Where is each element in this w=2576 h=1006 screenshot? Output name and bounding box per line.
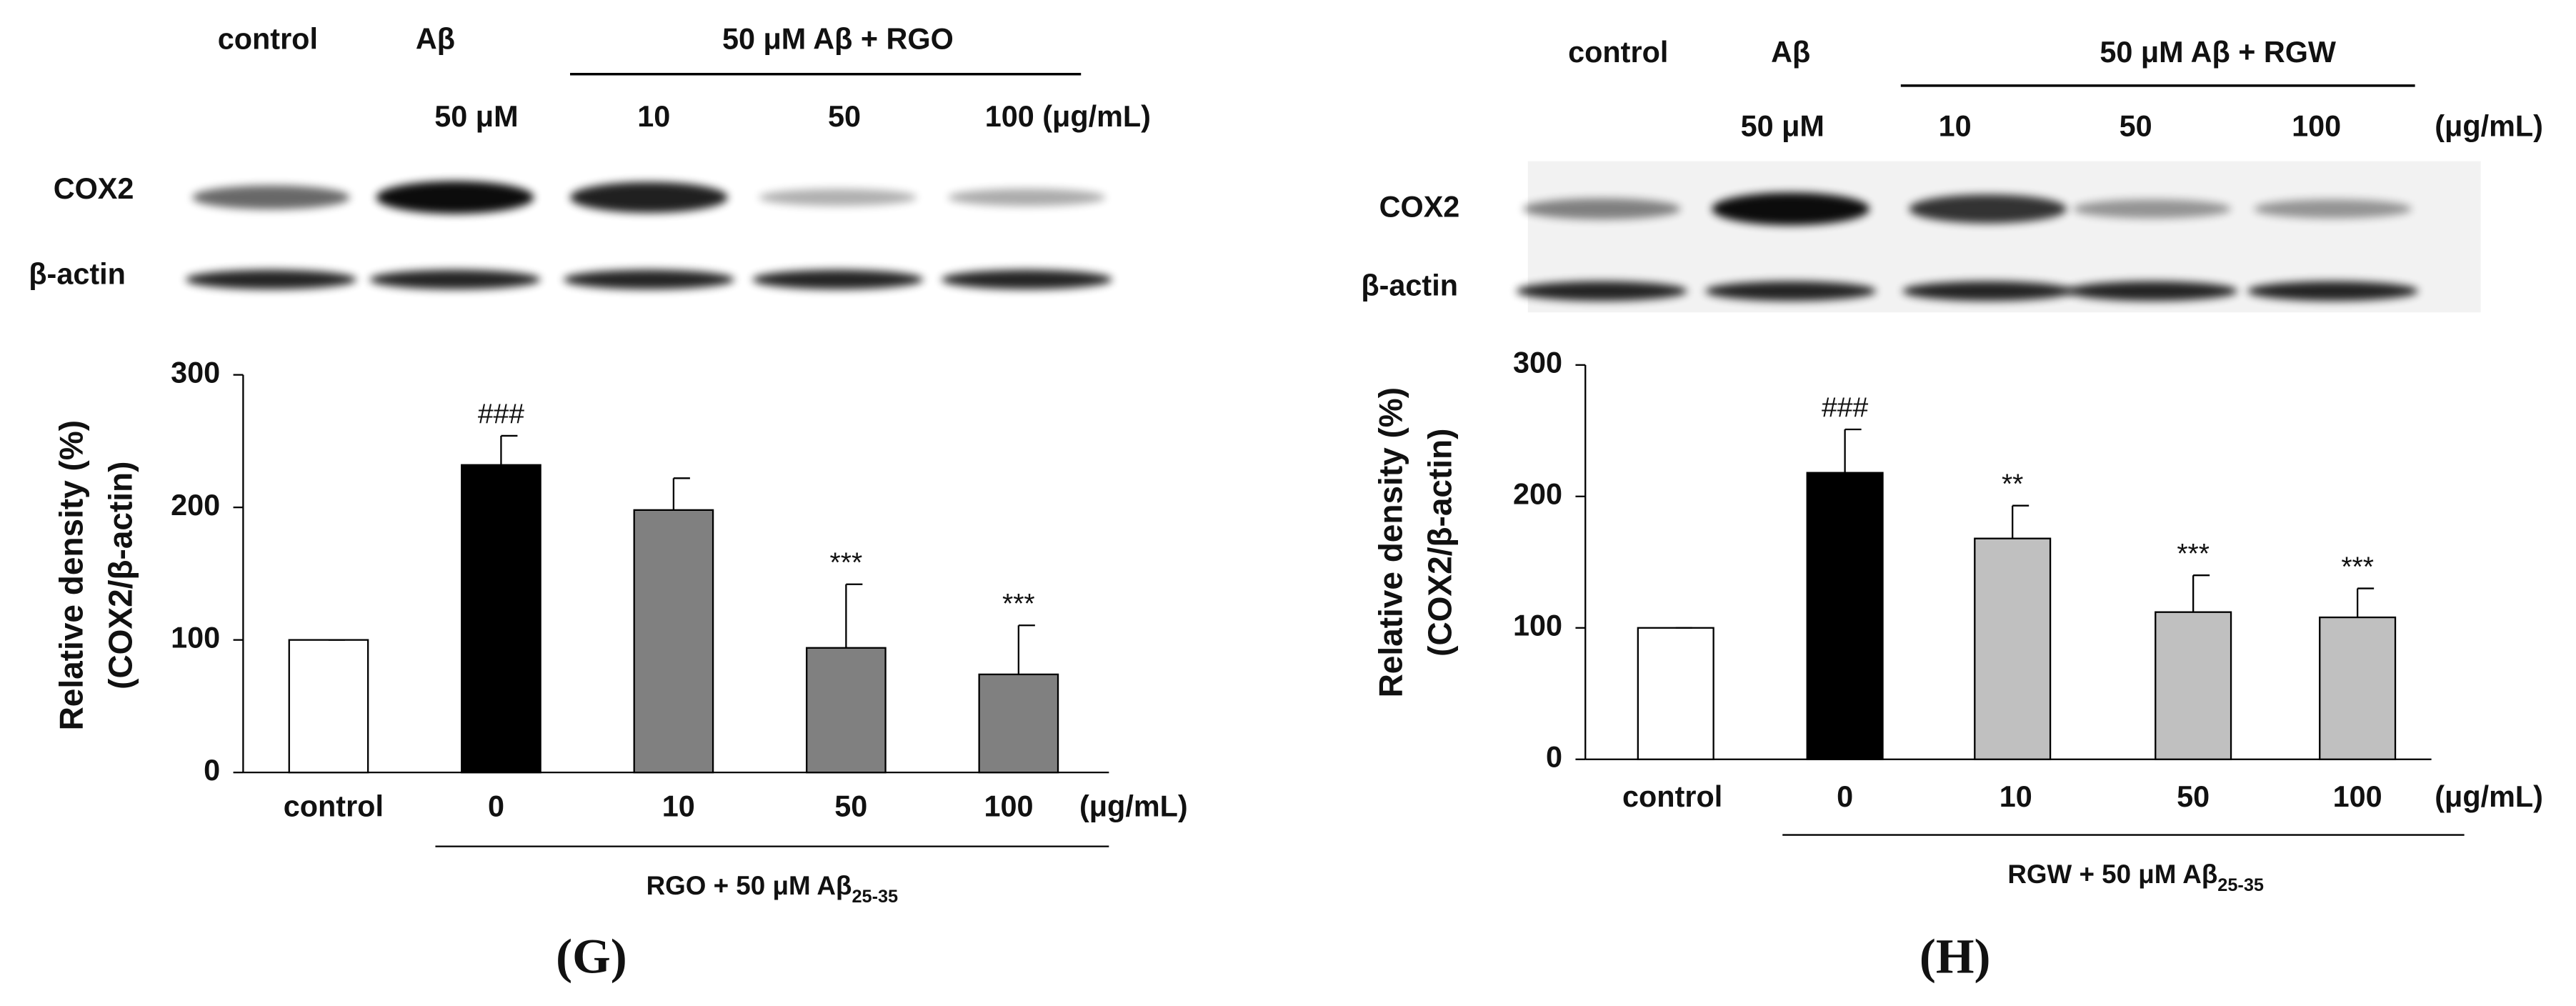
actin-band xyxy=(2247,281,2419,302)
actin-band xyxy=(185,269,357,290)
dose-label: 50 μM xyxy=(434,100,518,133)
bar xyxy=(288,639,369,774)
y-tick-label: 200 xyxy=(171,489,220,522)
y-tick-label: 0 xyxy=(204,754,220,787)
y-axis-label: Relative density (%) xyxy=(53,420,90,730)
x-tick-label: 10 xyxy=(2000,780,2032,813)
panel-label: (H) xyxy=(1919,929,1991,983)
row-label: COX2 xyxy=(1379,190,1460,223)
lane-label: control xyxy=(218,23,318,56)
dose-label: 10 xyxy=(637,100,670,133)
bar xyxy=(1637,627,1714,760)
x-tick-label: 50 xyxy=(2177,780,2210,813)
x-tick-label: 50 xyxy=(834,790,867,823)
dose-label: 10 xyxy=(1939,110,1972,143)
y-tick-label: 100 xyxy=(1513,609,1562,642)
x-group-main: RGO + 50 μM Aβ xyxy=(647,871,852,900)
x-group-label: RGO + 50 μM Aβ25-35 xyxy=(647,871,899,907)
cox2-band xyxy=(570,181,728,213)
actin-band xyxy=(1902,281,2074,302)
x-unit: (μg/mL) xyxy=(2435,780,2543,813)
x-group-label: RGW + 50 μM Aβ25-35 xyxy=(2007,860,2264,895)
actin-band xyxy=(563,269,734,290)
row-label: β-actin xyxy=(1361,269,1458,302)
y-tick-label: 0 xyxy=(1546,741,1562,774)
y-axis-label: (COX2/β-actin) xyxy=(102,462,139,689)
actin-band xyxy=(1705,281,1877,302)
lane-label: control xyxy=(1568,36,1668,69)
cox2-band xyxy=(759,189,917,206)
dose-label: 50 xyxy=(2120,110,2152,143)
actin-band xyxy=(2067,281,2238,302)
significance: ### xyxy=(1822,393,1868,424)
cox2-band xyxy=(1522,198,1681,220)
actin-band xyxy=(941,269,1112,290)
cox2-band xyxy=(2254,199,2412,219)
x-tick-label: 0 xyxy=(1837,780,1853,813)
x-group-subscript: 25-35 xyxy=(852,887,898,907)
lane-label: Aβ xyxy=(416,23,455,56)
dose-label: 50 xyxy=(828,100,861,133)
significance: *** xyxy=(1002,589,1035,619)
x-group-subscript: 25-35 xyxy=(2217,875,2264,895)
bar xyxy=(633,509,714,774)
bar xyxy=(806,647,887,774)
dose-label: 100 xyxy=(2292,110,2341,143)
x-tick-label: 10 xyxy=(662,790,695,823)
significance: ### xyxy=(478,399,524,430)
y-tick-label: 100 xyxy=(171,622,220,654)
dose-label: (μg/mL) xyxy=(2435,110,2543,143)
x-tick-label: control xyxy=(284,790,384,823)
actin-band xyxy=(752,269,924,290)
bar xyxy=(1806,472,1884,760)
bar xyxy=(461,464,541,774)
panel-label: (G) xyxy=(556,929,627,983)
bar xyxy=(2319,616,2397,760)
actin-band xyxy=(369,269,541,290)
cox2-band xyxy=(1909,194,2067,224)
group-label: 50 μM Aβ + RGO xyxy=(722,23,954,56)
x-tick-label: 0 xyxy=(488,790,504,823)
actin-band xyxy=(1516,281,1687,302)
x-tick-label: 100 xyxy=(984,790,1034,823)
bar xyxy=(1974,537,2052,760)
bar xyxy=(2155,611,2232,760)
y-axis-label: (COX2/β-actin) xyxy=(1421,429,1458,657)
row-label: COX2 xyxy=(54,172,134,205)
cox2-band xyxy=(376,181,534,214)
significance: *** xyxy=(2341,552,2374,582)
group-label: 50 μM Aβ + RGW xyxy=(2100,36,2337,69)
y-axis-label: Relative density (%) xyxy=(1372,387,1409,697)
dose-label: 50 μM xyxy=(1741,110,1824,143)
dose-label: 100 (μg/mL) xyxy=(985,100,1151,133)
x-unit: (μg/mL) xyxy=(1079,790,1188,823)
cox2-band xyxy=(1712,192,1870,226)
cox2-band xyxy=(2073,199,2232,219)
x-tick-label: 100 xyxy=(2333,780,2382,813)
bar xyxy=(978,673,1059,774)
row-label: β-actin xyxy=(29,258,126,291)
x-group-main: RGW + 50 μM Aβ xyxy=(2007,860,2217,889)
cox2-band xyxy=(947,189,1106,206)
significance: *** xyxy=(2177,539,2210,569)
lane-label: Aβ xyxy=(1771,36,1810,69)
cox2-band xyxy=(192,185,350,210)
y-tick-label: 200 xyxy=(1513,478,1562,511)
significance: ** xyxy=(2002,469,2023,499)
significance: *** xyxy=(830,547,863,578)
y-tick-label: 300 xyxy=(1513,347,1562,379)
x-tick-label: control xyxy=(1622,780,1722,813)
y-tick-label: 300 xyxy=(171,357,220,389)
